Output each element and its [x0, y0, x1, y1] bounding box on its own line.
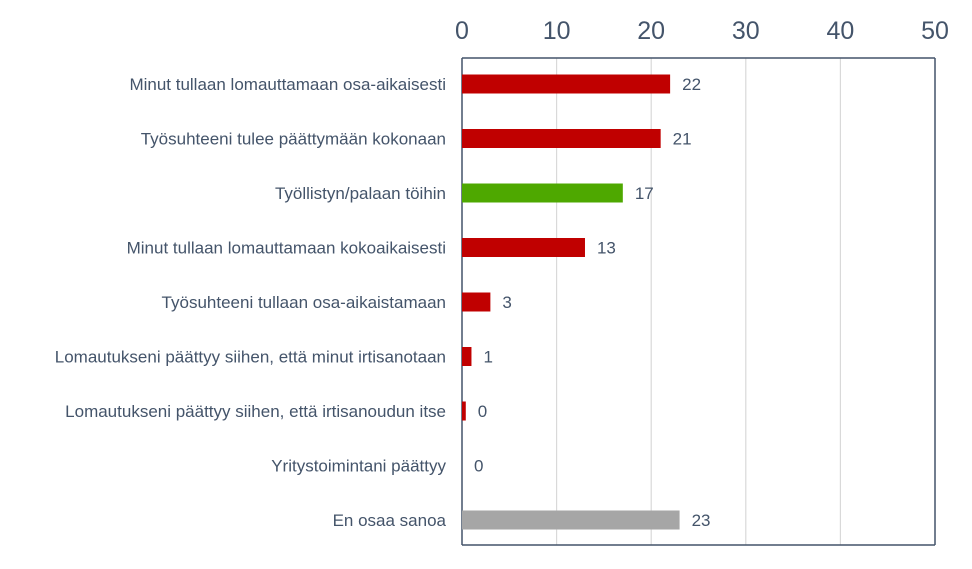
category-label-2: Työsuhteeni tulee päättymään kokonaan [141, 130, 446, 149]
bar-9 [462, 510, 680, 530]
category-label-8: Yritystoimintani päättyy [271, 457, 446, 476]
value-label-7: 0 [478, 402, 487, 421]
value-labels: 22 21 17 13 3 1 0 0 23 [474, 75, 711, 530]
value-label-8: 0 [474, 457, 483, 476]
bar-6 [462, 347, 472, 366]
x-tick-label-40: 40 [826, 17, 854, 45]
value-label-4: 13 [597, 239, 616, 258]
value-label-1: 22 [682, 75, 701, 94]
value-label-6: 1 [483, 348, 492, 367]
category-label-6: Lomautukseni päättyy siihen, että minut … [55, 348, 446, 367]
category-label-5: Työsuhteeni tullaan osa-aikaistamaan [162, 293, 446, 312]
value-label-3: 17 [635, 184, 654, 203]
bar-3 [462, 183, 623, 203]
x-tick-label-0: 0 [455, 17, 469, 45]
x-tick-label-10: 10 [543, 17, 571, 45]
x-tick-label-20: 20 [637, 17, 665, 45]
bar-7 [462, 401, 466, 421]
category-label-7: Lomautukseni päättyy siihen, että irtisa… [65, 402, 446, 421]
x-axis-tick-labels: 0 10 20 30 40 50 [455, 17, 949, 45]
bar-5 [462, 292, 491, 312]
x-tick-label-50: 50 [921, 17, 949, 45]
bars [462, 74, 680, 530]
category-label-9: En osaa sanoa [333, 511, 447, 530]
category-label-1: Minut tullaan lomauttamaan osa-aikaisest… [129, 75, 446, 94]
value-label-5: 3 [502, 293, 511, 312]
x-tick-label-30: 30 [732, 17, 760, 45]
bar-4 [462, 238, 585, 257]
category-labels: Minut tullaan lomauttamaan osa-aikaisest… [55, 75, 447, 530]
category-label-4: Minut tullaan lomauttamaan kokoaikaisest… [127, 239, 446, 258]
category-label-3: Työllistyn/palaan töihin [275, 184, 446, 203]
value-label-9: 23 [692, 511, 711, 530]
bar-1 [462, 74, 671, 94]
plot-frame [461, 57, 936, 546]
value-label-2: 21 [673, 130, 692, 149]
bar-2 [462, 129, 661, 148]
